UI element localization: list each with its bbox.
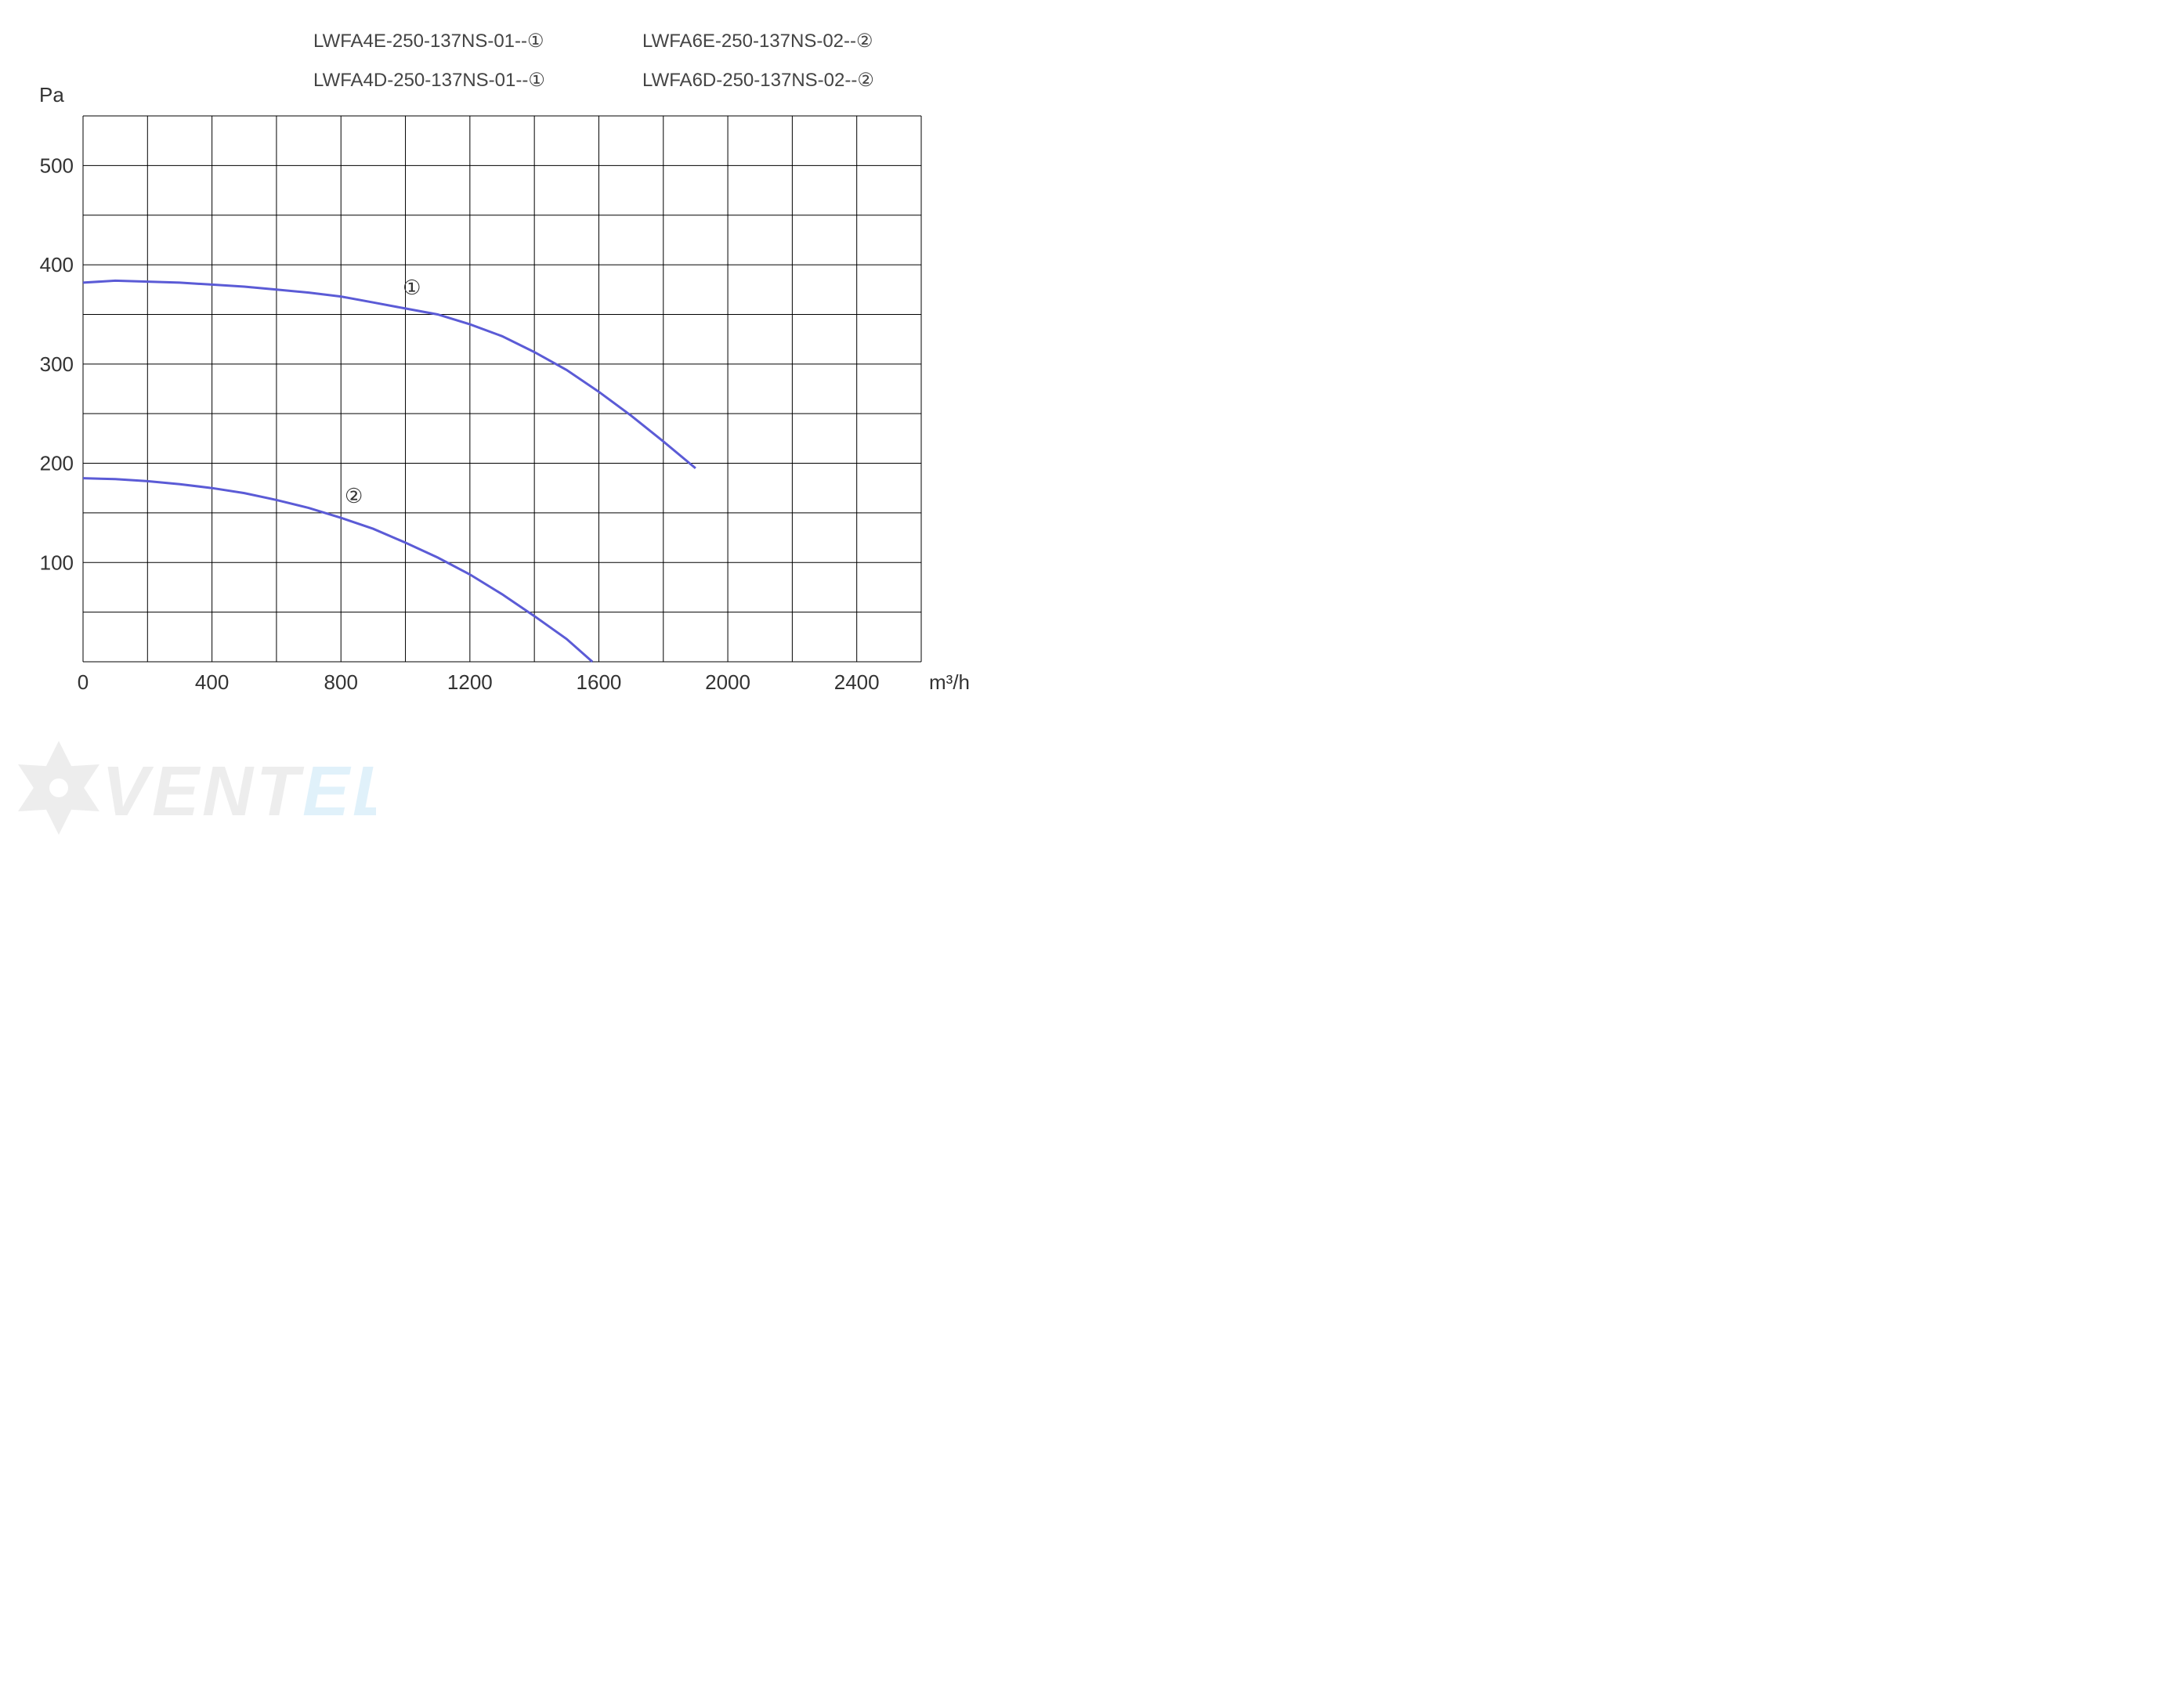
legend-item: LWFA6D-250-137NS-02--② xyxy=(642,70,874,91)
x-axis-label: m³/h xyxy=(929,670,970,694)
y-tick-label: 500 xyxy=(40,153,74,177)
y-tick-label: 400 xyxy=(40,253,74,276)
x-tick-label: 2000 xyxy=(705,670,750,694)
x-tick-label: 800 xyxy=(324,670,358,694)
svg-text:VENTEL: VENTEL xyxy=(102,753,376,831)
x-tick-label: 2400 xyxy=(834,670,880,694)
curve-marker: ① xyxy=(403,276,421,299)
y-axis-label: Pa xyxy=(39,83,64,107)
y-tick-label: 300 xyxy=(40,352,74,376)
curve-curve2 xyxy=(83,479,592,662)
legend-item: LWFA6E-250-137NS-02--② xyxy=(642,31,873,52)
x-tick-label: 1600 xyxy=(577,670,622,694)
curve-marker: ② xyxy=(345,484,363,507)
x-tick-label: 0 xyxy=(78,670,89,694)
legend-item: LWFA4D-250-137NS-01--① xyxy=(313,70,545,91)
watermark-text-1: VENT xyxy=(102,753,305,831)
fan-performance-chart: LWFA4E-250-137NS-01--① LWFA6E-250-137NS-0… xyxy=(0,0,974,753)
y-tick-label: 100 xyxy=(40,551,74,574)
x-tick-label: 1200 xyxy=(447,670,493,694)
watermark-text-2: EL xyxy=(302,753,376,831)
x-tick-label: 400 xyxy=(195,670,229,694)
y-tick-label: 200 xyxy=(40,452,74,475)
legend-item: LWFA4E-250-137NS-01--① xyxy=(313,31,544,52)
curve-curve1 xyxy=(83,280,696,468)
chart-svg: LWFA4E-250-137NS-01--① LWFA6E-250-137NS-0… xyxy=(0,0,974,753)
